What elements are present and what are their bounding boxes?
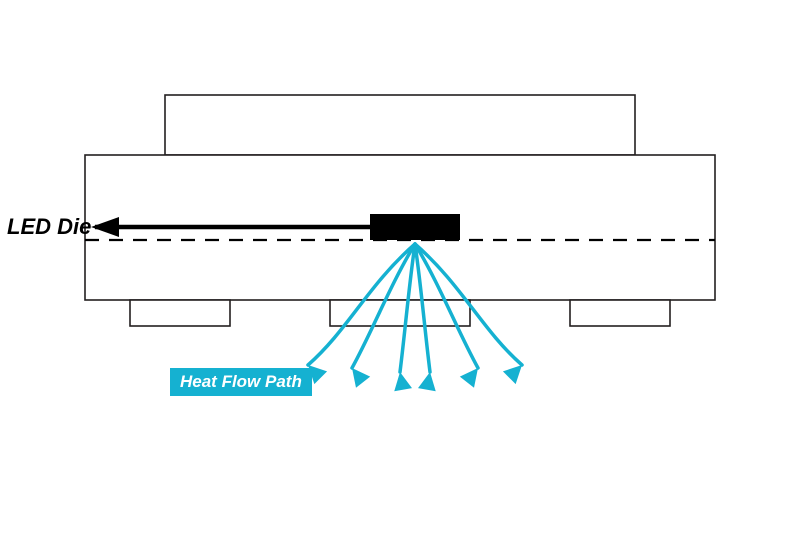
bottom-tab-2 — [570, 300, 670, 326]
heat-arrow-head-3 — [418, 372, 436, 391]
led-die-block — [370, 214, 460, 240]
heat-arrow-head-5 — [503, 365, 522, 384]
diagram-canvas: LED Die Heat Flow Path — [0, 0, 800, 533]
led-die-label: LED Die — [7, 214, 91, 240]
bottom-tab-0 — [130, 300, 230, 326]
heat-flow-path-label: Heat Flow Path — [170, 368, 312, 396]
heat-arrow-head-2 — [394, 372, 412, 391]
diagram-svg — [0, 0, 800, 533]
top-inset-rect — [165, 95, 635, 155]
heat-arrow-head-1 — [352, 368, 370, 388]
heat-arrow-head-4 — [460, 368, 478, 388]
led-die-layer — [370, 214, 460, 240]
structure-layer — [85, 95, 715, 326]
